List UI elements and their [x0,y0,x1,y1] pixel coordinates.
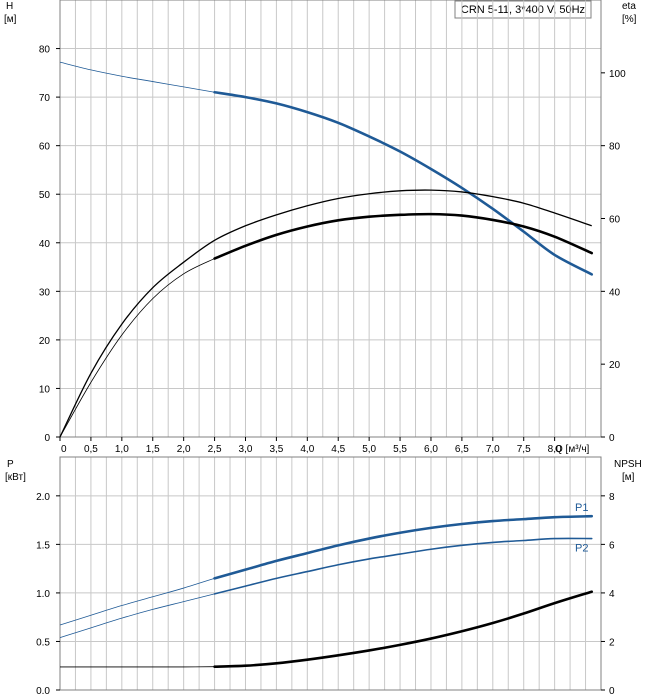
pump-label: CRN 5-11, 3*400 V, 50Hz [461,4,585,16]
x-tick-label: 5,5 [393,444,407,455]
x-tick-label: 7,0 [486,444,500,455]
x-tick-label: 6,0 [424,444,438,455]
bottom-right-axis-label-line2: [м] [622,472,635,483]
top-y-tick-label: 30 [39,287,51,298]
bottom-y-tick-label: 2.0 [36,492,50,503]
bottom-series-p1-label: P1 [575,502,588,514]
top-series-1-thick-line [213,212,594,260]
x-tick-label: 2,5 [208,444,222,455]
top-y-tick-label: 70 [39,93,51,104]
x-tick-label: 6,5 [455,444,469,455]
x-tick-label: 0,5 [84,444,98,455]
x-tick-label: 4,5 [331,444,345,455]
top-y-tick-label: 20 [39,336,51,347]
top-right-axis-label-line1: eta [622,1,636,12]
top-series-2-thin-line [59,189,592,438]
top-y2-tick-label: 0 [609,433,615,444]
top-left-axis-label-line1: H [6,1,13,12]
x-tick-label: 3,5 [269,444,283,455]
bottom-y-tick-label: 0.0 [36,686,50,697]
x-tick-label: 1,5 [146,444,160,455]
top-series-0-thick-line [213,90,594,276]
bottom-series-2-thick-line [213,590,594,668]
x-tick-label: 8,0 [548,444,562,455]
bottom-y2-tick-label: 6 [609,540,615,551]
top-y-tick-label: 60 [39,142,51,153]
bottom-right-axis-label-line1: NPSH [614,459,642,470]
x-tick-label: 4,0 [300,444,314,455]
bottom-y-tick-label: 1.5 [36,540,50,551]
bottom-y-tick-label: 1.0 [36,589,50,600]
x-axis-label: Q [м³/ч] [555,444,590,455]
top-y-tick-label: 80 [39,45,51,56]
top-y-tick-label: 0 [44,433,50,444]
bottom-y2-tick-label: 2 [609,637,615,648]
bottom-series-p1-thick-line [213,514,594,580]
bottom-y2-tick-label: 8 [609,492,615,503]
x-tick-label: 3,0 [239,444,253,455]
x-tick-label: 7,5 [517,444,531,455]
top-y2-tick-label: 20 [609,360,621,371]
x-tick-label: 1,0 [115,444,129,455]
top-panel: 0 10 20 30 40 50 60 70 80 0 20 40 60 80 100 0 0,5 1,0 1,5 2… [39,0,626,455]
bottom-series-p1-thin-line [59,577,215,626]
bottom-panel: 0.0 0.5 1.0 1.5 2.0 0 2 4 6 8 P1 P2 [36,456,615,697]
top-y2-tick-label: 80 [609,142,621,153]
top-y2-tick-label: 40 [609,287,621,298]
x-tick-label: 2,0 [177,444,191,455]
top-series-1-thin-line [59,258,215,438]
bottom-series-p2-thick-line [213,537,593,595]
bottom-left-axis-label-line2: [кВт] [5,472,26,483]
bottom-y-tick-label: 0.5 [36,637,50,648]
bottom-series-p2-thin-line [59,593,215,638]
top-y2-tick-label: 60 [609,215,621,226]
top-y-tick-label: 50 [39,190,51,201]
top-frame [59,0,602,438]
x-tick-label: 0 [61,444,67,455]
bottom-left-axis-label-line1: P [7,459,14,470]
bottom-y2-tick-label: 0 [609,686,615,697]
top-y-tick-label: 40 [39,239,51,250]
bottom-y2-tick-label: 4 [609,589,615,600]
x-tick-label: 5,0 [362,444,376,455]
top-right-axis-label-line2: [%] [622,14,637,25]
top-left-axis-label-line2: [м] [4,14,17,25]
top-series-0-thin-line [59,61,215,93]
top-y-tick-label: 10 [39,384,51,395]
top-y2-tick-label: 100 [609,69,626,80]
bottom-frame [59,456,602,691]
pump-label-box: CRN 5-11, 3*400 V, 50Hz [454,0,592,19]
bottom-series-p2-label: P2 [575,543,588,555]
